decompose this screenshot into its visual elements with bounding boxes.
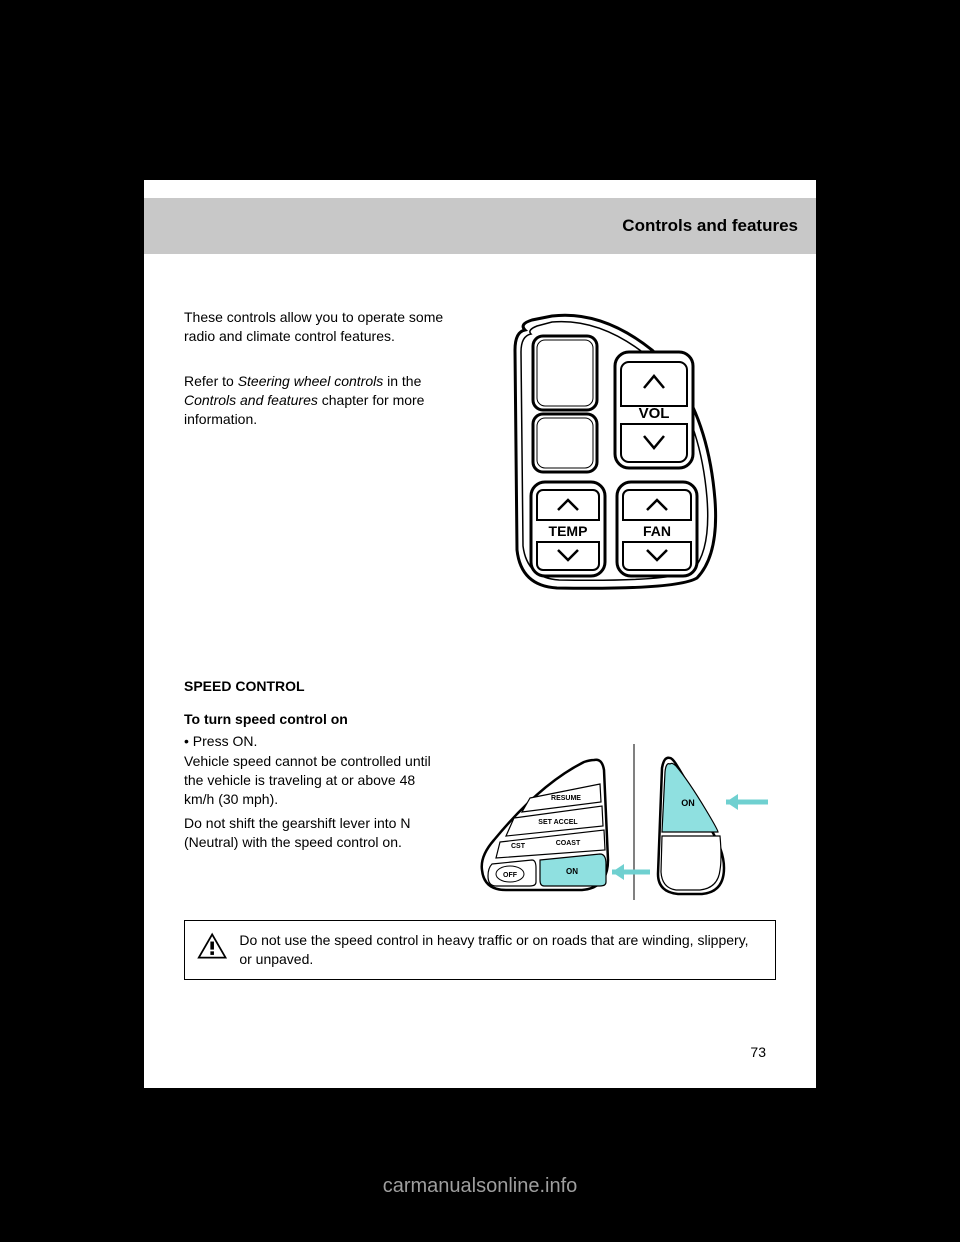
page-title: Controls and features <box>622 216 798 236</box>
temp-label: TEMP <box>549 523 588 539</box>
steering-controls-diagram: VOL TEMP FAN <box>497 310 727 590</box>
page-number: 73 <box>750 1044 766 1060</box>
header-bar: Controls and features <box>144 198 816 254</box>
intro-paragraph-1: These controls allow you to operate some… <box>184 308 444 346</box>
watermark: carmanualsonline.info <box>383 1175 578 1198</box>
speed-p2: Vehicle speed cannot be controlled until… <box>184 752 444 809</box>
speed-p3: Do not shift the gearshift lever into N … <box>184 814 444 852</box>
intro-paragraph-2: Refer to Steering wheel controls in the … <box>184 372 444 429</box>
speed-on-heading: To turn speed control on <box>184 710 444 729</box>
manual-page: Controls and features These controls all… <box>144 180 816 1088</box>
fan-label: FAN <box>643 523 671 539</box>
coast-label: COAST <box>556 840 581 847</box>
cst-label: CST <box>511 843 526 850</box>
set-accel-label: SET ACCEL <box>538 819 578 826</box>
on-label-right: ON <box>681 798 695 808</box>
speed-control-diagram: RESUME SET ACCEL CST COAST OFF ON ON <box>474 740 774 910</box>
vol-label: VOL <box>639 405 670 422</box>
speed-control-heading: SPEED CONTROL <box>184 678 305 694</box>
warning-icon <box>197 931 227 961</box>
off-label: OFF <box>503 872 518 879</box>
resume-label: RESUME <box>551 795 581 802</box>
speed-bullet: • Press ON. <box>184 732 444 751</box>
warning-text: Do not use the speed control in heavy tr… <box>239 931 763 969</box>
on-label-left: ON <box>566 867 578 876</box>
warning-block: Do not use the speed control in heavy tr… <box>184 920 776 980</box>
